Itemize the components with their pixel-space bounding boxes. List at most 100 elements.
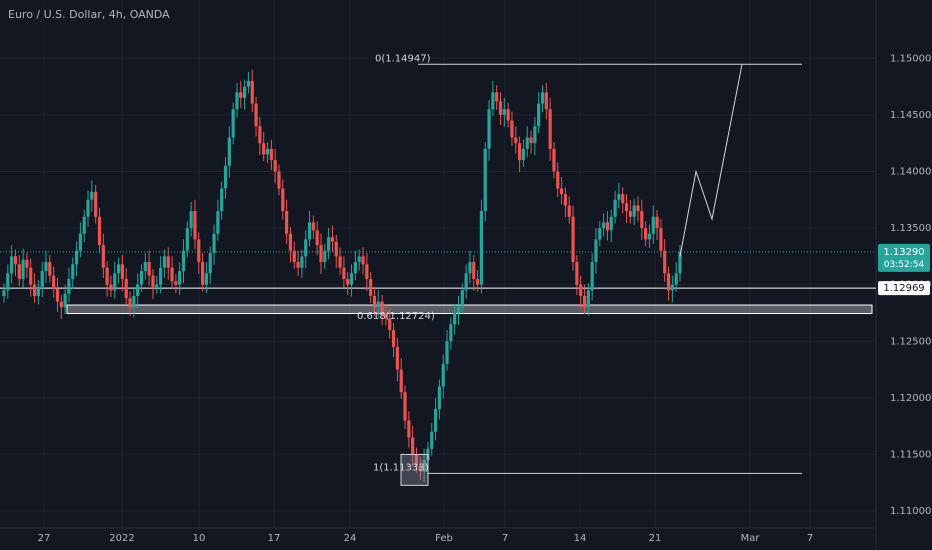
candle-body bbox=[628, 211, 632, 217]
candle-body bbox=[666, 273, 671, 291]
support-zone bbox=[66, 304, 873, 315]
candle-body bbox=[227, 137, 231, 166]
candle-body bbox=[86, 199, 90, 217]
candle-body bbox=[491, 92, 495, 110]
fib-level-0618-label: 0.618(1.12724) bbox=[357, 311, 435, 322]
candle-body bbox=[216, 211, 220, 234]
candle-body bbox=[487, 109, 491, 149]
candle-body bbox=[556, 171, 560, 189]
x-tick-label: 24 bbox=[344, 533, 357, 544]
candle-body bbox=[97, 216, 102, 246]
low-box bbox=[400, 453, 429, 486]
candle-body bbox=[441, 363, 445, 387]
candle-body bbox=[231, 109, 235, 138]
candle-body bbox=[285, 211, 289, 234]
candle-body bbox=[109, 284, 113, 291]
candle-body bbox=[598, 228, 602, 240]
candle-body bbox=[204, 273, 209, 285]
x-tick-label: Feb bbox=[435, 533, 453, 544]
x-tick-label: 21 bbox=[649, 533, 662, 544]
candle-body bbox=[254, 103, 258, 127]
candle-body bbox=[560, 188, 564, 195]
candle-body bbox=[178, 271, 182, 285]
candle-body bbox=[674, 273, 678, 285]
candle-body bbox=[319, 245, 323, 263]
projection-path bbox=[679, 64, 743, 257]
candle-body bbox=[407, 420, 411, 438]
candle-body bbox=[533, 126, 537, 144]
candle-body bbox=[422, 460, 426, 472]
candle-body bbox=[602, 222, 606, 229]
candle-body bbox=[540, 92, 545, 104]
x-tick-label: 17 bbox=[268, 533, 281, 544]
candle-body bbox=[563, 194, 568, 206]
candle-body bbox=[636, 205, 640, 212]
candle-body bbox=[567, 205, 571, 217]
candle-body bbox=[655, 216, 659, 229]
countdown-label: 03:52:54 bbox=[884, 260, 925, 270]
candle-body bbox=[579, 284, 583, 296]
chart-title: Euro / U.S. Dollar, 4h, OANDA bbox=[8, 8, 170, 21]
candle-body bbox=[311, 222, 315, 231]
candle-body bbox=[510, 120, 514, 138]
candle-body bbox=[74, 250, 79, 265]
candle-body bbox=[663, 250, 667, 274]
candle-body bbox=[330, 237, 335, 242]
candle-body bbox=[281, 188, 285, 212]
candle-body bbox=[391, 329, 396, 347]
candle-body bbox=[670, 284, 674, 291]
candle-body bbox=[460, 290, 464, 308]
candle-body bbox=[575, 262, 579, 285]
candle-body bbox=[189, 211, 193, 229]
candle-body bbox=[353, 262, 357, 274]
candle-body bbox=[307, 222, 312, 240]
candle-body bbox=[55, 289, 60, 302]
candle-body bbox=[586, 290, 590, 308]
candle-body bbox=[659, 228, 663, 251]
candle-body bbox=[269, 148, 273, 161]
candle-body bbox=[357, 256, 361, 263]
candle-body bbox=[292, 250, 296, 263]
candle-body bbox=[605, 222, 610, 231]
candle-body bbox=[453, 312, 457, 325]
candle-body bbox=[90, 191, 94, 200]
candle-body bbox=[82, 216, 86, 234]
candle-body bbox=[48, 262, 52, 276]
candle-body bbox=[59, 301, 63, 308]
candle-body bbox=[651, 216, 655, 234]
candle-body bbox=[277, 171, 281, 189]
candle-body bbox=[399, 369, 403, 393]
candle-body bbox=[437, 386, 441, 410]
y-tick-label: 1.14500 bbox=[890, 110, 931, 121]
candle-body bbox=[243, 86, 247, 98]
candle-body bbox=[613, 199, 617, 217]
candle-body bbox=[288, 233, 293, 251]
candle-body bbox=[128, 298, 132, 308]
candle-body bbox=[369, 279, 373, 296]
candle-body bbox=[376, 301, 380, 308]
candle-body bbox=[388, 318, 392, 330]
fib-level-0-label: 0(1.14947) bbox=[375, 53, 431, 64]
current-price-label: 1.13290 bbox=[883, 247, 924, 258]
candle-body bbox=[418, 465, 422, 472]
candle-body bbox=[78, 233, 82, 251]
candle-body bbox=[120, 264, 124, 279]
y-tick-label: 1.15000 bbox=[890, 53, 931, 64]
candle-body bbox=[136, 284, 140, 296]
candle-body bbox=[71, 264, 75, 279]
x-tick-label: 14 bbox=[574, 533, 587, 544]
candle-body bbox=[464, 273, 468, 291]
candle-body bbox=[13, 256, 18, 265]
candle-body bbox=[582, 295, 587, 308]
candle-body bbox=[537, 103, 541, 127]
candle-body bbox=[250, 80, 254, 104]
candle-body bbox=[529, 137, 533, 144]
candle-body bbox=[342, 267, 346, 279]
candle-body bbox=[361, 256, 365, 265]
candle-body bbox=[433, 409, 438, 432]
candle-body bbox=[571, 216, 575, 263]
candle-body bbox=[346, 279, 350, 285]
candle-body bbox=[372, 295, 377, 308]
